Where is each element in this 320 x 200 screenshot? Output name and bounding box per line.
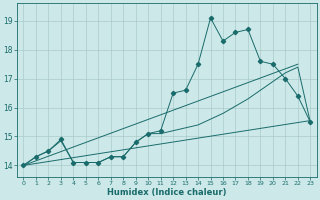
X-axis label: Humidex (Indice chaleur): Humidex (Indice chaleur) bbox=[107, 188, 227, 197]
